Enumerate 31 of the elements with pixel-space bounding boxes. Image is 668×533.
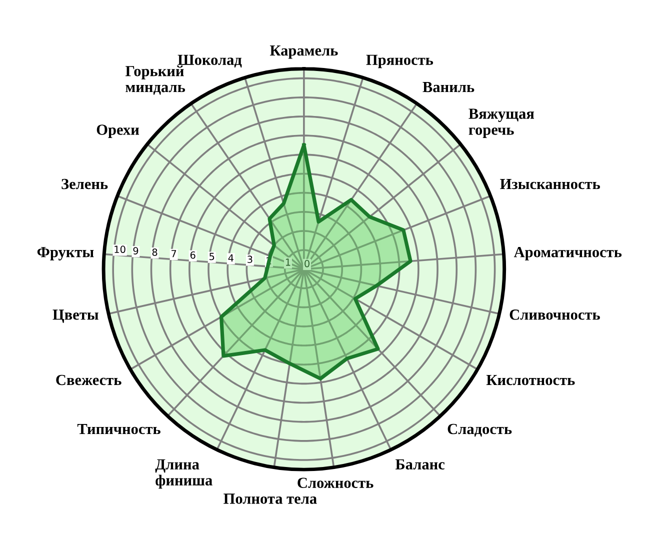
- spoke-label: Типичность: [77, 424, 160, 434]
- spoke-label: Длина финиша: [155, 459, 212, 489]
- spoke-label: Полнота тела: [224, 494, 317, 504]
- y-tick-label: 3: [248, 256, 252, 263]
- y-tick-label: 7: [172, 250, 176, 258]
- y-tick-label: 1: [286, 258, 290, 266]
- spoke-label: Изысканность: [500, 179, 600, 190]
- spoke-label: Орехи: [96, 124, 140, 138]
- spoke-label: Свежесть: [56, 374, 122, 386]
- y-tick-label: 5: [210, 252, 214, 260]
- spoke-label: Шоколад: [178, 54, 242, 68]
- spoke-label: Сладость: [448, 424, 512, 437]
- spoke-label: Цветы: [52, 310, 98, 323]
- y-tick-label: 10: [114, 246, 126, 254]
- y-tick-label: 8: [152, 248, 158, 256]
- spoke-label: Баланс: [396, 459, 445, 470]
- spoke-label: Сливочность: [510, 310, 600, 320]
- spoke-label: Вяжущая горечь: [468, 108, 534, 138]
- spoke-label: Карамель: [270, 45, 338, 59]
- spoke-label: Кислотность: [486, 374, 575, 386]
- spoke-label: Пряность: [366, 54, 434, 68]
- spoke-label: Горький миндаль: [126, 66, 186, 95]
- spoke-label: Сложность: [298, 478, 374, 488]
- y-tick-label: 4: [228, 254, 234, 262]
- y-tick-label: 6: [190, 251, 196, 259]
- y-tick-label: 9: [133, 247, 138, 254]
- spoke-label: Зелень: [62, 178, 108, 190]
- spoke-label: Ароматичность: [514, 247, 622, 260]
- spoke-label: Фрукты: [37, 247, 94, 260]
- spoke-label: Ваниль: [422, 82, 474, 92]
- y-tick-label: 0: [304, 260, 310, 268]
